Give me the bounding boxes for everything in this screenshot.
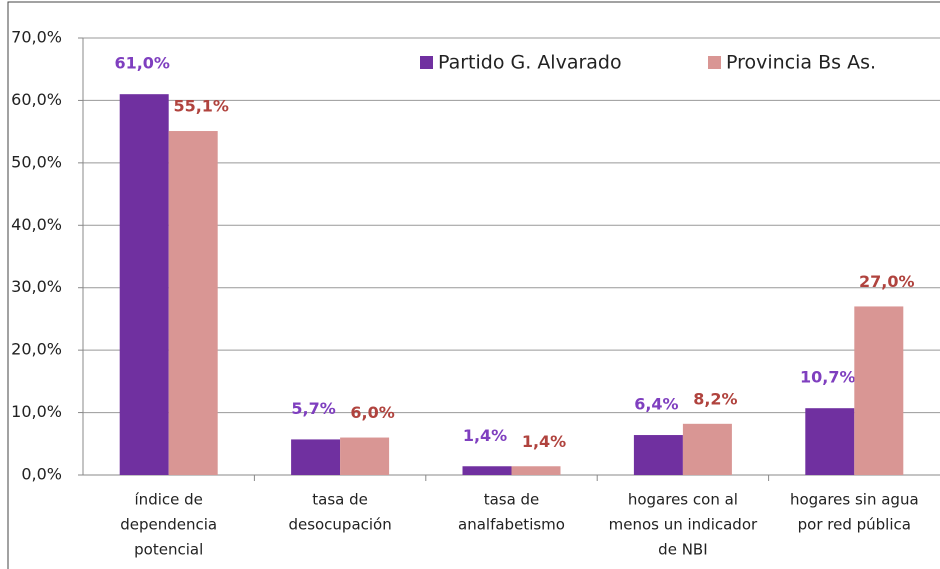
bar [462, 466, 512, 475]
bar [805, 408, 855, 475]
x-tick-label: dependencia [120, 516, 217, 534]
value-label: 5,7% [291, 399, 335, 418]
value-label: 6,4% [634, 395, 678, 414]
x-tick-label: analfabetismo [458, 516, 565, 534]
y-tick-label: 0,0% [21, 465, 62, 484]
bar [682, 423, 732, 475]
x-tick-label: hogares con al [628, 491, 738, 509]
x-tick-label: tasa de [484, 491, 540, 509]
legend-label: Provincia Bs As. [726, 52, 876, 74]
y-tick-label: 30,0% [11, 277, 62, 296]
x-tick-label: por red pública [798, 516, 911, 534]
x-tick-label: tasa de [312, 491, 368, 509]
y-tick-label: 40,0% [11, 215, 62, 234]
legend-swatch [708, 56, 721, 69]
y-tick-label: 50,0% [11, 152, 62, 171]
bar [854, 306, 904, 475]
x-tick-label: menos un indicador [609, 516, 758, 534]
value-label: 1,4% [522, 432, 566, 451]
bar [511, 466, 561, 475]
value-label: 8,2% [693, 389, 737, 408]
x-tick-label: índice de [135, 491, 203, 509]
x-tick-label: de NBI [658, 541, 707, 559]
bar [119, 94, 169, 475]
legend-label: Partido G. Alvarado [438, 52, 622, 74]
y-tick-label: 20,0% [11, 340, 62, 359]
bar [340, 437, 390, 475]
value-label: 27,0% [859, 272, 915, 291]
y-tick-label: 10,0% [11, 402, 62, 421]
x-tick-label: desocupación [288, 516, 391, 534]
bar [168, 131, 218, 476]
value-label: 61,0% [114, 54, 170, 73]
legend-swatch [420, 56, 433, 69]
y-tick-label: 70,0% [11, 28, 62, 47]
x-tick-label: potencial [134, 541, 203, 559]
bar [633, 435, 683, 475]
value-label: 1,4% [463, 426, 507, 445]
x-tick-label: hogares sin agua [790, 491, 919, 509]
value-label: 10,7% [800, 368, 856, 387]
value-label: 6,0% [350, 403, 394, 422]
bar [291, 439, 341, 475]
y-tick-label: 60,0% [11, 90, 62, 109]
chart-frame [7, 1, 940, 569]
value-label: 55,1% [173, 97, 229, 116]
